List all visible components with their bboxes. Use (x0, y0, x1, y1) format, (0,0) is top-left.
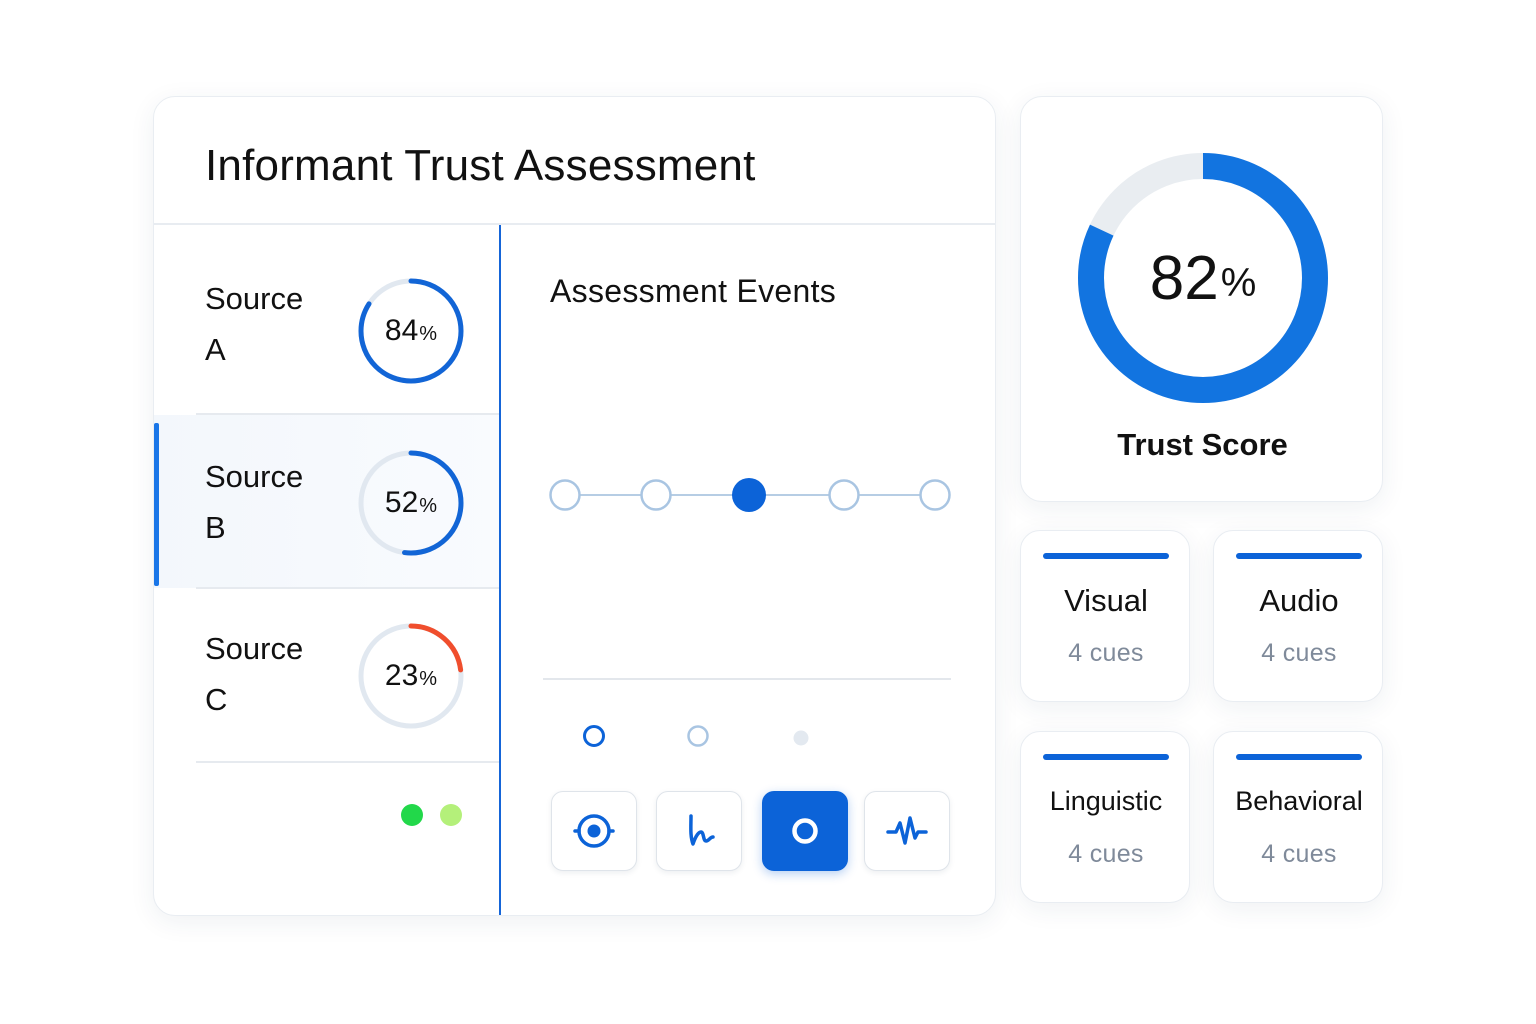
status-ring-inactive-icon (687, 725, 709, 747)
cue-accent-bar (1043, 553, 1169, 559)
cue-name: Visual (1064, 583, 1148, 618)
event-timeline[interactable] (546, 477, 956, 517)
cue-card-visual[interactable]: Visual 4 cues (1020, 530, 1190, 702)
row-divider (196, 413, 499, 415)
event-status-indicators (583, 725, 809, 747)
source-label: Source A (205, 281, 304, 367)
section-divider (499, 225, 501, 915)
row-divider (196, 761, 499, 763)
trust-score-value: 82 (1149, 243, 1219, 313)
source-row-b[interactable]: Source B 52% (154, 415, 499, 588)
page-title: Informant Trust Assessment (205, 141, 756, 190)
source-score: 52 (384, 486, 419, 519)
cue-card-linguistic[interactable]: Linguistic 4 cues (1020, 731, 1190, 903)
signature-button[interactable] (656, 791, 742, 871)
selected-indicator (154, 423, 159, 586)
timeline-node[interactable] (828, 479, 860, 511)
progress-ring-icon (358, 623, 464, 729)
cue-card-audio[interactable]: Audio 4 cues (1213, 530, 1383, 702)
events-title: Assessment Events (550, 273, 837, 309)
cue-name: Linguistic (1049, 786, 1163, 816)
progress-ring-icon (1078, 153, 1328, 403)
source-score-ring: 84% (356, 276, 466, 386)
cue-count: 4 cues (1068, 840, 1144, 868)
cue-name: Audio (1259, 583, 1339, 618)
row-divider (196, 587, 499, 589)
trust-assessment-panel: Informant Trust Assessment Source A 84% … (153, 96, 996, 916)
header-divider (154, 223, 995, 225)
cue-count: 4 cues (1261, 639, 1337, 667)
source-score: 23 (384, 659, 419, 692)
signature-icon (689, 814, 715, 846)
progress-ring-icon (358, 450, 464, 556)
events-divider (543, 678, 951, 680)
status-dot-green (401, 804, 423, 826)
waveform-button[interactable] (864, 791, 950, 871)
waveform-icon (886, 816, 928, 845)
record-button[interactable] (762, 791, 848, 871)
timeline-node[interactable] (640, 479, 672, 511)
timeline-node[interactable] (919, 479, 951, 511)
cue-accent-bar (1236, 553, 1362, 559)
source-label: Source C (205, 631, 304, 717)
trust-score-ring: 82% (1076, 151, 1330, 405)
status-dot-lime (440, 804, 462, 826)
cue-accent-bar (1043, 754, 1169, 760)
timeline-node-active[interactable] (732, 478, 766, 512)
cue-count: 4 cues (1261, 840, 1337, 868)
source-row-c[interactable]: Source C 23% (154, 589, 499, 762)
cue-card-behavioral[interactable]: Behavioral 4 cues (1213, 731, 1383, 903)
timeline-node[interactable] (549, 479, 581, 511)
status-dot-icon (793, 730, 809, 746)
source-row-a[interactable]: Source A 84% (154, 227, 499, 400)
status-ring-active-icon (583, 725, 605, 747)
trust-score-card: 82% Trust Score (1020, 96, 1383, 502)
trust-score-label: Trust Score (1117, 427, 1288, 462)
source-score-ring: 23% (356, 621, 466, 731)
source-label: Source B (205, 459, 304, 545)
cue-name: Behavioral (1235, 786, 1363, 816)
record-icon (792, 818, 818, 844)
target-icon (573, 814, 615, 848)
source-score-ring: 52% (356, 448, 466, 558)
target-button[interactable] (551, 791, 637, 871)
cue-accent-bar (1236, 754, 1362, 760)
progress-ring-icon (358, 278, 464, 384)
cue-count: 4 cues (1068, 639, 1144, 667)
source-score: 84 (384, 314, 419, 347)
